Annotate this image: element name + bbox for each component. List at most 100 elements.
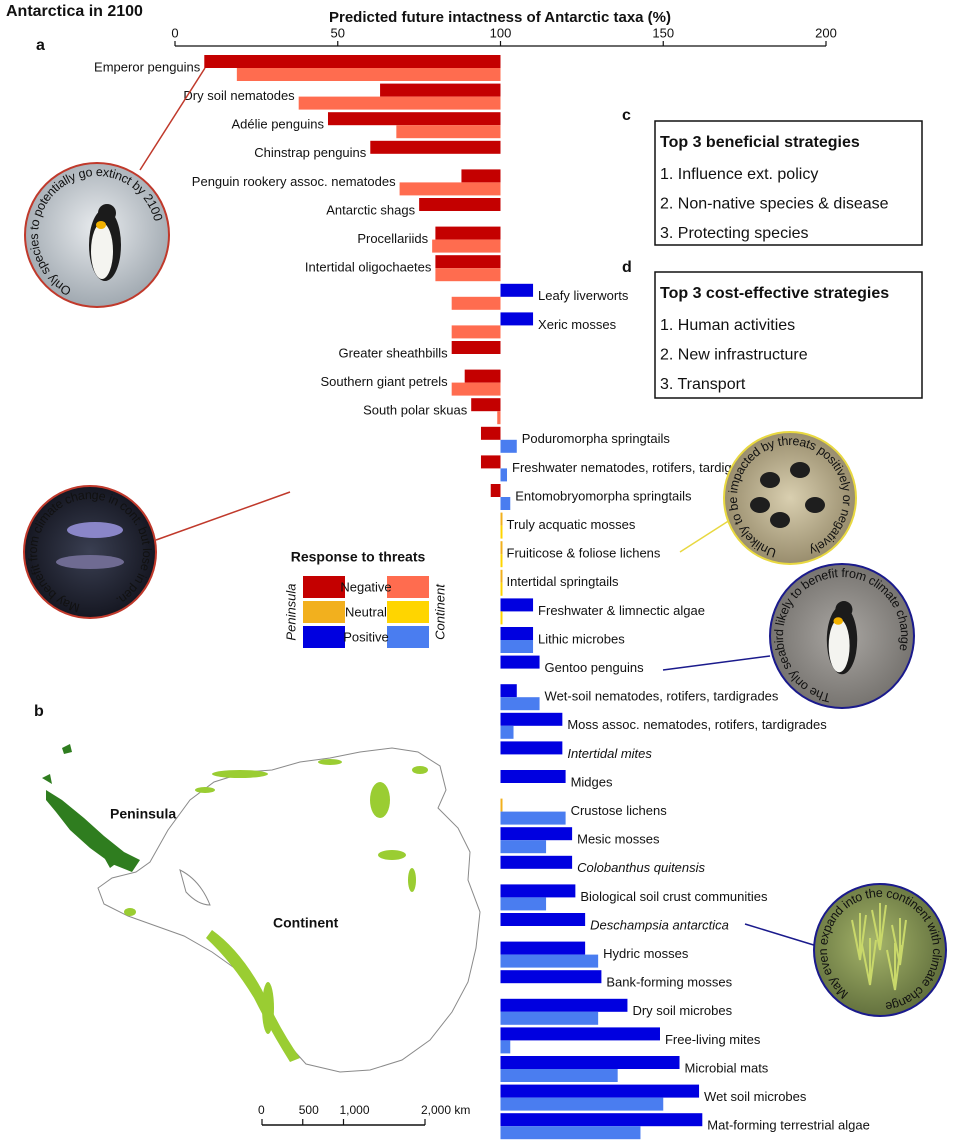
bar	[298, 96, 501, 110]
bar	[500, 840, 547, 854]
category-label: Fruiticose & foliose lichens	[507, 546, 661, 561]
bar	[500, 569, 503, 583]
bar	[500, 970, 602, 984]
category-label: Penguin rookery assoc. nematodes	[192, 174, 396, 189]
category-label: Leafy liverworts	[538, 288, 629, 303]
x-tick-label: 100	[490, 25, 512, 40]
photo-detail	[805, 497, 825, 513]
bar	[500, 725, 514, 739]
x-tick-label: 200	[815, 25, 837, 40]
category-label: Chinstrap penguins	[254, 145, 367, 160]
map: Peninsula Continent	[42, 744, 481, 1073]
category-label: South polar skuas	[363, 403, 468, 418]
bar	[500, 525, 503, 539]
strategy-box	[654, 120, 923, 246]
category-label: Free-living mites	[665, 1032, 761, 1047]
bar	[500, 468, 508, 482]
bar	[451, 341, 501, 354]
category-label: Hydric mosses	[603, 946, 689, 961]
bar	[451, 325, 501, 339]
bar	[490, 484, 501, 497]
bar	[500, 798, 503, 812]
bar	[396, 125, 501, 139]
ice-shelf	[179, 869, 211, 906]
photo	[723, 431, 857, 565]
scale-label: 2,000 km	[421, 1103, 470, 1117]
category-label: Intertidal mites	[567, 746, 652, 761]
category-label: Adélie penguins	[231, 117, 324, 132]
connector	[155, 491, 291, 541]
bar	[500, 1027, 660, 1041]
legend-series: Continent	[432, 583, 447, 640]
panel-label: b	[34, 703, 44, 720]
bar	[500, 554, 503, 568]
category-label: Dry soil nematodes	[183, 88, 295, 103]
strategy-box	[654, 271, 923, 399]
photo-detail	[750, 497, 770, 513]
bar	[500, 439, 517, 453]
legend-label: Neutral	[345, 604, 387, 619]
category-label: Gentoo penguins	[545, 660, 645, 675]
photo-detail	[56, 555, 124, 569]
photo-detail	[96, 221, 106, 229]
bar	[380, 83, 501, 97]
photo-detail	[67, 522, 123, 538]
photo-detail	[886, 943, 902, 991]
panel-label: d	[622, 259, 632, 276]
photo-detail	[790, 462, 810, 478]
photo-detail	[770, 512, 790, 528]
bar	[500, 811, 566, 825]
bar	[419, 198, 501, 211]
strategy-item: 2. New infrastructure	[660, 347, 808, 364]
bar	[480, 426, 501, 440]
photo-detail	[833, 617, 843, 625]
photo-detail	[851, 913, 867, 961]
x-tick-label: 150	[652, 25, 674, 40]
scale-label: 0	[258, 1103, 265, 1117]
bar	[500, 312, 534, 326]
bar	[500, 1097, 664, 1111]
bar	[500, 1011, 599, 1025]
photo-detail	[98, 204, 116, 222]
category-label: Intertidal springtails	[507, 574, 619, 589]
bar	[500, 582, 503, 596]
bar	[500, 611, 503, 625]
strategy-title: Top 3 cost-effective strategies	[660, 285, 889, 302]
bar	[500, 884, 576, 898]
legend-swatch	[303, 576, 345, 598]
category-label: Deschampsia antarctica	[590, 917, 729, 932]
map-label: Continent	[273, 915, 339, 931]
continent-outline	[97, 747, 481, 1073]
category-label: Truly acquatic mosses	[507, 517, 636, 532]
bar	[435, 255, 501, 269]
bar	[370, 140, 501, 154]
legend-series: Peninsula	[283, 583, 298, 640]
panel-label: c	[622, 107, 631, 124]
legend-label: Negative	[340, 579, 391, 594]
x-tick-label: 50	[331, 25, 345, 40]
strategy-title: Top 3 beneficial strategies	[660, 134, 860, 151]
scale-label: 500	[299, 1103, 319, 1117]
category-label: Mat-forming terrestrial algae	[707, 1118, 870, 1133]
category-label: Emperor penguins	[94, 59, 201, 74]
category-label: Procellariids	[357, 231, 428, 246]
legend-label: Positive	[343, 629, 389, 644]
category-label: Freshwater nematodes, rotifers, tardigra…	[512, 460, 765, 475]
photo-detail	[760, 472, 780, 488]
category-label: Mesic mosses	[577, 832, 660, 847]
x-tick-label: 0	[171, 25, 178, 40]
legend-swatch	[387, 601, 429, 623]
bar	[500, 598, 534, 612]
bar	[432, 239, 501, 253]
legend-swatch	[303, 601, 345, 623]
photo-detail	[871, 903, 887, 951]
category-label: Lithic microbes	[538, 631, 625, 646]
strategy-item: 3. Transport	[660, 376, 746, 393]
bar	[500, 1040, 511, 1054]
bar	[500, 1056, 680, 1069]
category-label: Poduromorpha springtails	[522, 431, 671, 446]
bar	[327, 112, 501, 126]
bar	[500, 827, 573, 841]
bar	[500, 1113, 703, 1127]
map-label: Peninsula	[110, 806, 176, 822]
